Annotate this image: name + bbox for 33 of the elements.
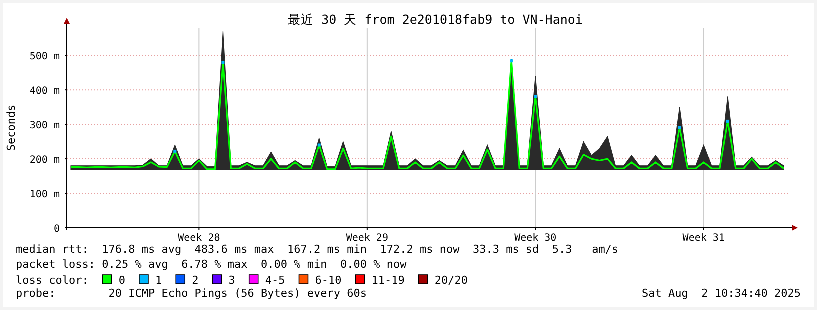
x-tick-label: Week 29: [346, 233, 388, 244]
point: [510, 60, 514, 63]
x-tick-label: Week 31: [682, 233, 725, 244]
point: [678, 126, 682, 130]
y-tick-label: 400 m: [30, 86, 60, 98]
point: [318, 144, 321, 147]
chart-title: 最近 30 天 from 2e201018fab9 to VN-Hanoi: [288, 12, 583, 27]
legend-label: 6-10: [315, 274, 342, 287]
point: [222, 60, 225, 64]
point: [174, 150, 177, 153]
x-tick-label: Week 30: [514, 233, 557, 244]
point: [726, 120, 730, 123]
legend-label: 0: [118, 274, 126, 287]
text: Sat Aug 2 10:34:40 2025: [642, 287, 801, 300]
legend-label: 1: [155, 274, 162, 287]
point: [534, 95, 538, 98]
line-series: [70, 60, 785, 170]
legend-title: loss color:: [16, 274, 89, 287]
text: packet loss: 0.25 % avg 6.78 % max 0.00 % min 0.00 % now: [16, 258, 408, 271]
y-axis-title: Seconds: [5, 104, 18, 152]
text: probe: 20 ICMP Echo Pings (56 Bytes) every 60s: [16, 287, 367, 300]
legend-label: 2: [192, 274, 199, 287]
legend-label: 11-19: [372, 274, 405, 287]
text: median rtt: 176.8 ms avg 483.6 ms max 167.2 ms min 172.2 ms now 33.3 ms sd 5.3 am/s: [16, 243, 619, 256]
y-tick-label: 0: [54, 224, 60, 235]
legend-label: 4-5: [265, 274, 286, 287]
y-tick-label: 200 m: [30, 155, 60, 166]
legend-label: 3: [228, 274, 236, 287]
legend-label: 20/20: [434, 274, 468, 287]
y-tick-label: 100 m: [30, 190, 60, 201]
y-tick-label: 500 m: [30, 52, 60, 63]
x-tick-label: Week 28: [178, 233, 220, 244]
y-tick-label: 300 m: [30, 120, 60, 132]
